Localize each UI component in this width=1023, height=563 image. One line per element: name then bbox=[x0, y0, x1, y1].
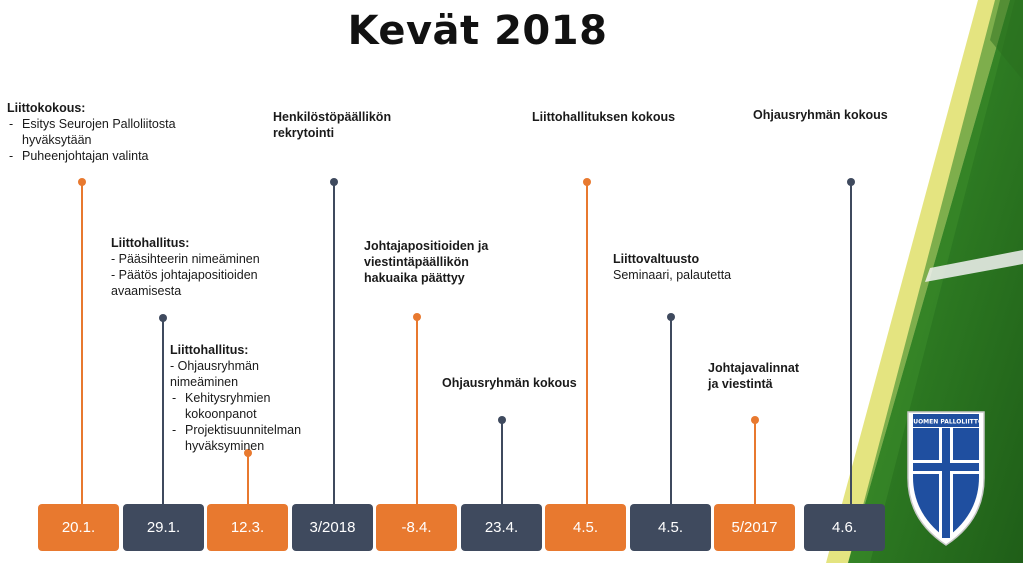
date-box-10: 4.6. bbox=[804, 504, 885, 551]
timeline-line-6 bbox=[498, 416, 506, 506]
event-item: Esitys Seurojen Palloliitosta hyväksytää… bbox=[7, 116, 182, 148]
date-box-1: 20.1. bbox=[38, 504, 119, 551]
timeline-dot bbox=[667, 313, 675, 321]
date-box-4: 3/2018 bbox=[292, 504, 373, 551]
event-heading: Liittovaltuusto bbox=[613, 252, 700, 266]
timeline-dot bbox=[78, 178, 86, 186]
page-title: Kevät 2018 bbox=[347, 8, 608, 54]
timeline-line-4 bbox=[330, 178, 338, 506]
event-label-6: Ohjausryhmän kokous bbox=[442, 375, 602, 391]
timeline-dot bbox=[498, 416, 506, 424]
timeline-line-7 bbox=[583, 178, 591, 506]
event-label-5: Johtajapositioiden ja viestintäpäällikön… bbox=[364, 238, 514, 286]
event-label-9: Johtajavalinnat ja viestintä bbox=[708, 360, 800, 392]
event-item: Kehitysryhmien kokoonpanot bbox=[170, 390, 320, 422]
date-box-5: -8.4. bbox=[376, 504, 457, 551]
event-line: - Pääsihteerin nimeäminen bbox=[111, 252, 260, 266]
event-label-1: Liittokokous: Esitys Seurojen Palloliito… bbox=[7, 100, 182, 164]
event-label-8: Liittovaltuusto Seminaari, palautetta bbox=[613, 251, 783, 283]
suomen-palloliitto-logo: SUOMEN PALLOLIITTO bbox=[907, 411, 985, 546]
timeline-dot bbox=[413, 313, 421, 321]
timeline-line-3 bbox=[244, 449, 252, 506]
timeline-dot bbox=[330, 178, 338, 186]
event-item: Projektisuunnitelman hyväksyminen bbox=[170, 422, 320, 454]
event-label-2: Liittohallitus: - Pääsihteerin nimeämine… bbox=[111, 235, 291, 299]
timeline-dot bbox=[751, 416, 759, 424]
event-heading: Liittohallitus: bbox=[170, 343, 249, 357]
event-label-7: Liittohallituksen kokous bbox=[532, 109, 712, 125]
logo-text: SUOMEN PALLOLIITTO bbox=[909, 419, 983, 426]
event-label-4: Henkilöstöpäällikön rekrytointi bbox=[273, 109, 423, 141]
event-label-10: Ohjausryhmän kokous bbox=[753, 107, 913, 123]
timeline-line-10 bbox=[847, 178, 855, 506]
date-box-2: 29.1. bbox=[123, 504, 204, 551]
date-box-9: 5/2017 bbox=[714, 504, 795, 551]
event-text: Ohjausryhmän kokous bbox=[753, 108, 888, 122]
timeline-dot bbox=[847, 178, 855, 186]
event-heading: Liittokokous: bbox=[7, 101, 86, 115]
timeline-line-1 bbox=[78, 178, 86, 506]
timeline-line-8 bbox=[667, 313, 675, 506]
event-line: - Päätös johtajapositioiden avaamisesta bbox=[111, 268, 258, 298]
timeline-dot bbox=[159, 314, 167, 322]
timeline-line-9 bbox=[751, 416, 759, 506]
event-text: Ohjausryhmän kokous bbox=[442, 376, 577, 390]
date-box-7: 4.5. bbox=[545, 504, 626, 551]
event-text: Liittohallituksen kokous bbox=[532, 110, 676, 124]
date-box-3: 12.3. bbox=[207, 504, 288, 551]
timeline-line-2 bbox=[159, 314, 167, 506]
event-text: Henkilöstöpäällikön rekrytointi bbox=[273, 110, 392, 140]
timeline-dot bbox=[583, 178, 591, 186]
event-heading: Liittohallitus: bbox=[111, 236, 190, 250]
date-box-6: 23.4. bbox=[461, 504, 542, 551]
event-text: Johtajavalinnat ja viestintä bbox=[708, 361, 799, 391]
event-item: Puheenjohtajan valinta bbox=[7, 148, 182, 164]
timeline-line-5 bbox=[413, 313, 421, 506]
event-line: - Ohjausryhmän nimeäminen bbox=[170, 359, 259, 389]
event-line: Seminaari, palautetta bbox=[613, 268, 732, 282]
event-label-3: Liittohallitus: - Ohjausryhmän nimeämine… bbox=[170, 342, 320, 454]
event-text: Johtajapositioiden ja viestintäpäällikön… bbox=[364, 239, 489, 285]
date-box-8: 4.5. bbox=[630, 504, 711, 551]
